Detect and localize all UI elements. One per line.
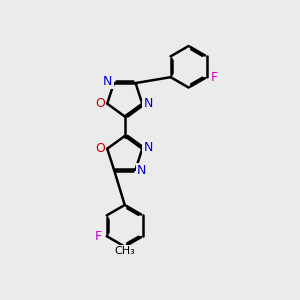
Text: O: O bbox=[95, 142, 105, 155]
Text: N: N bbox=[144, 141, 153, 154]
Text: N: N bbox=[103, 75, 112, 88]
Text: N: N bbox=[144, 97, 153, 110]
Text: F: F bbox=[95, 230, 102, 243]
Text: O: O bbox=[95, 97, 105, 110]
Text: F: F bbox=[211, 71, 218, 84]
Text: CH₃: CH₃ bbox=[114, 246, 135, 256]
Text: N: N bbox=[137, 164, 146, 177]
